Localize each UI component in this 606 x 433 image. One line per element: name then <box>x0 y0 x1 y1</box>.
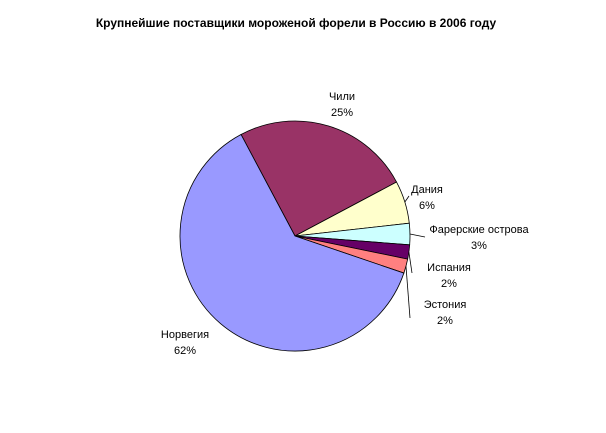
leader-line <box>408 251 413 274</box>
slice-value-label: 6% <box>419 200 435 212</box>
slice-value-label: 3% <box>471 240 487 252</box>
slice-label: Фарерские острова <box>429 224 529 236</box>
leader-line <box>404 195 410 203</box>
slice-label: Эстония <box>424 299 467 311</box>
slice-label: Испания <box>427 262 471 274</box>
slice-label: Дания <box>411 184 443 196</box>
slice-label: Норвегия <box>161 329 209 341</box>
slice-value-label: 25% <box>331 107 353 119</box>
leader-line <box>409 233 426 238</box>
slice-value-label: 2% <box>441 278 457 290</box>
leader-line <box>405 266 411 319</box>
slice-label: Чили <box>329 91 355 103</box>
pie-slice <box>179 133 405 352</box>
slice-value-label: 2% <box>437 315 453 327</box>
chart-title: Крупнейшие поставщики мороженой форели в… <box>96 16 497 30</box>
slice-value-label: 62% <box>174 345 196 357</box>
